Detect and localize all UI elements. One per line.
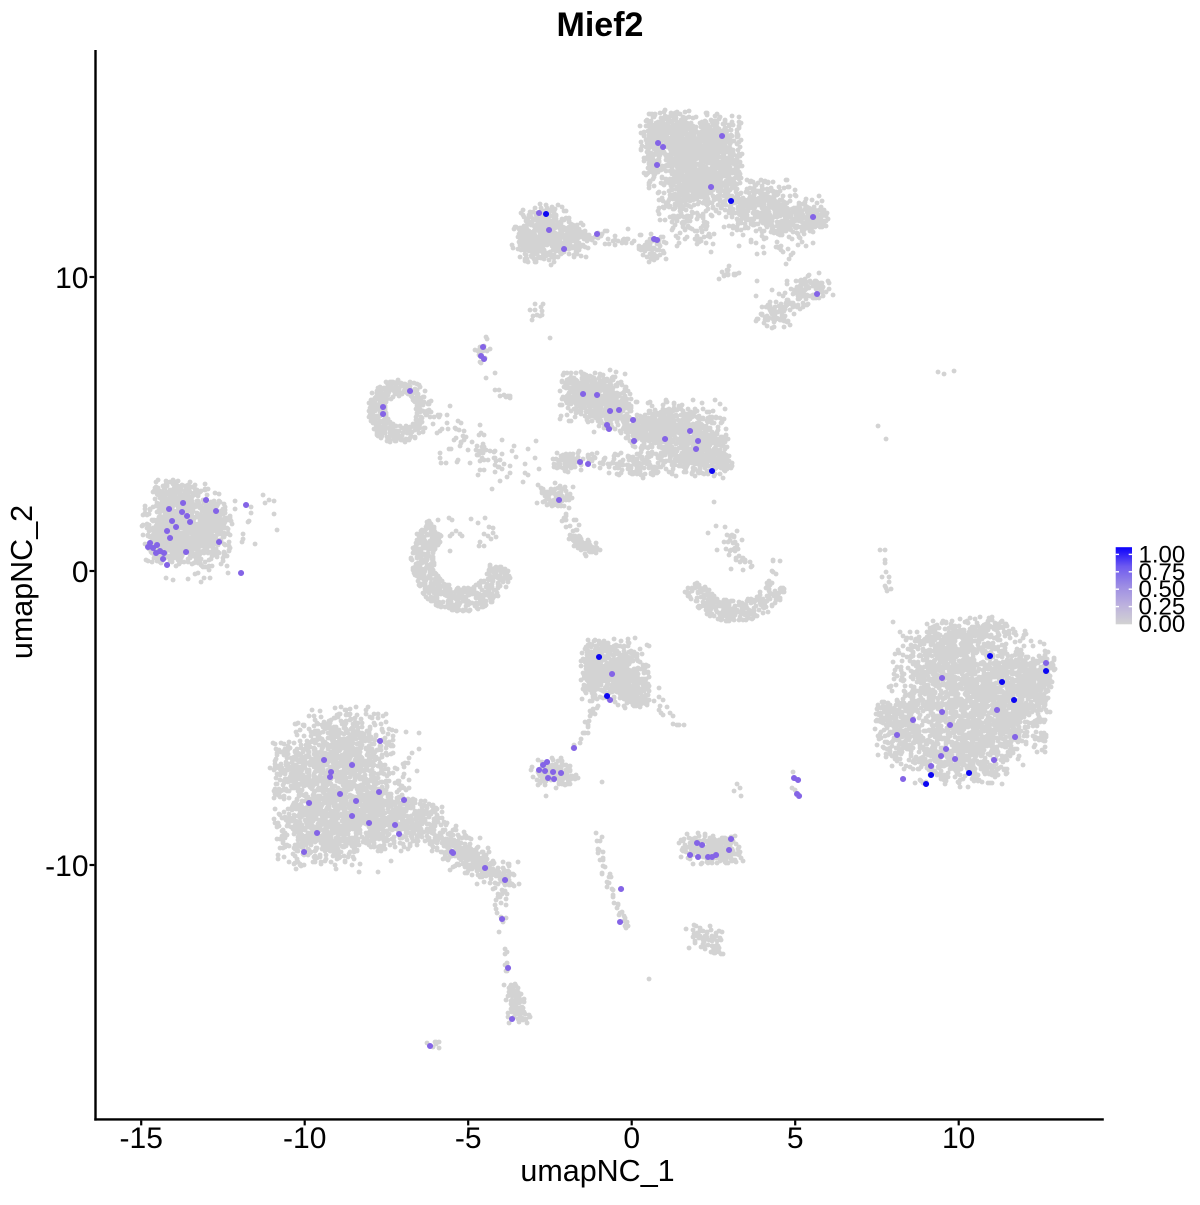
svg-text:0: 0 [623,1122,640,1155]
svg-text:0.75: 0.75 [1139,559,1186,586]
svg-text:10: 10 [55,262,88,295]
svg-text:5: 5 [787,1122,804,1155]
svg-text:-10: -10 [283,1122,326,1155]
svg-text:0.50: 0.50 [1139,576,1186,603]
svg-text:umapNC_2: umapNC_2 [5,505,39,659]
svg-text:1.00: 1.00 [1139,541,1186,568]
svg-text:-5: -5 [455,1122,482,1155]
svg-text:umapNC_1: umapNC_1 [520,1154,674,1188]
svg-text:-15: -15 [120,1122,163,1155]
svg-text:0.25: 0.25 [1139,594,1186,621]
svg-text:0.00: 0.00 [1139,611,1186,638]
svg-text:Mief2: Mief2 [557,6,644,44]
svg-text:-10: -10 [45,850,88,883]
svg-text:10: 10 [942,1122,975,1155]
svg-text:0: 0 [72,556,89,589]
